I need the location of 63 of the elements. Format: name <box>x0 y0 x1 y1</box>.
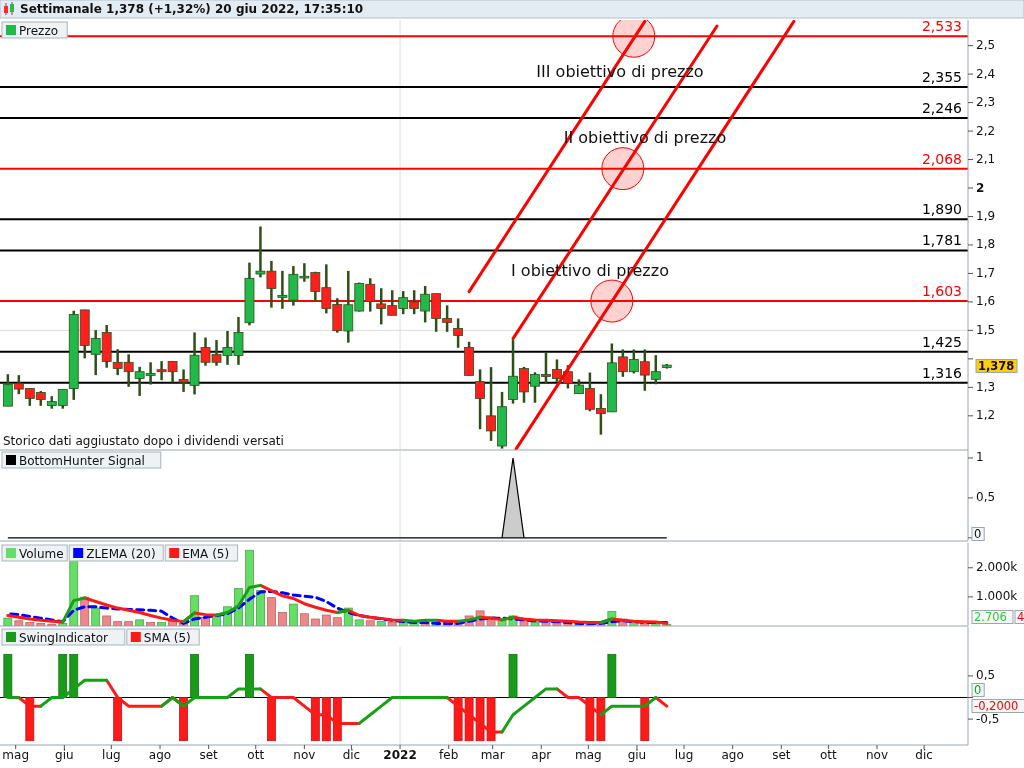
x-tick-label: dic <box>342 748 361 762</box>
x-tick-label: nov <box>865 748 889 762</box>
y-tick-label: 2,5 <box>976 38 996 53</box>
x-tick-label: apr <box>531 748 552 762</box>
y-tick-label: 1,8 <box>976 237 996 252</box>
text: 0 <box>974 683 982 697</box>
ref-line-label: 1,316 <box>921 364 963 381</box>
text: 1,378 <box>978 359 1015 373</box>
x-tick-label: dic <box>915 748 933 762</box>
x-tick-label: mag <box>2 748 30 762</box>
y-tick-label: 2 <box>976 180 985 195</box>
x-tick-label: giu <box>627 748 647 762</box>
ref-line-label: 1,890 <box>921 201 962 218</box>
y-tick-label: 1,3 <box>976 379 996 394</box>
text: -0,2000 <box>974 699 1019 713</box>
x-tick-label: mar <box>480 748 505 762</box>
y-tick-label: 2.000k <box>976 560 1018 575</box>
legend-label: SwingIndicator <box>19 630 109 645</box>
ref-line-label: 2,355 <box>921 68 962 85</box>
text: 2.706 <box>974 610 1007 624</box>
x-tick-label: lug <box>674 748 694 762</box>
x-tick-label: nov <box>293 748 316 762</box>
x-tick-label: giu <box>55 748 74 762</box>
y-tick-label: 1,9 <box>976 208 996 223</box>
x-tick-label: ago <box>721 748 744 762</box>
ref-line-label: 2,533 <box>921 18 962 35</box>
x-tick-label: ago <box>148 748 172 762</box>
ref-line-label: 1,603 <box>921 283 962 300</box>
ref-line-label: 1,781 <box>921 232 962 249</box>
legend-label: EMA (5) <box>182 546 230 561</box>
y-tick-label: -0,5 <box>976 711 1000 726</box>
ref-line-label: 1,425 <box>921 333 962 350</box>
y-tick-label: 1 <box>976 450 984 465</box>
y-tick-label: 0,5 <box>976 668 996 683</box>
y-tick-label: 0,5 <box>976 490 996 505</box>
x-tick-label: set <box>772 748 791 762</box>
legend-label: Volume <box>19 546 64 561</box>
x-tick-label: feb <box>439 748 459 762</box>
x-tick-label: mag <box>574 748 602 762</box>
y-tick-label: 2,1 <box>976 152 996 167</box>
y-tick-label: 1.000k <box>976 589 1018 604</box>
text: 4 <box>1017 610 1024 624</box>
y-tick-label: 1,5 <box>976 322 996 337</box>
x-tick-label: ott <box>819 748 838 762</box>
legend-label: Prezzo <box>19 23 59 38</box>
x-tick-label: ott <box>247 748 265 762</box>
y-tick-label: 2,3 <box>976 95 996 110</box>
y-tick-label: 2,4 <box>976 66 996 81</box>
y-tick-label: 2,2 <box>976 123 996 138</box>
legend-label: BottomHunter Signal <box>19 453 145 468</box>
ref-line-label: 2,246 <box>921 99 963 116</box>
legend-label: SMA (5) <box>143 630 191 645</box>
text: 0 <box>974 527 982 541</box>
annotation: Storico dati aggiustato dopo i dividendi versati <box>3 434 284 448</box>
x-tick-label: 2022 <box>383 748 417 762</box>
y-tick-label: 1,7 <box>976 265 996 280</box>
ref-line-label: 2,068 <box>921 150 962 167</box>
chart-title: Settimanale 1,378 (+1,32%) 20 giu 2022, 17:35:10 <box>20 2 364 16</box>
legend-label: ZLEMA (20) <box>86 546 156 561</box>
y-tick-label: 1,2 <box>976 408 996 423</box>
y-tick-label: 1,6 <box>976 294 996 309</box>
x-tick-label: set <box>199 748 219 762</box>
x-tick-label: lug <box>102 748 121 762</box>
